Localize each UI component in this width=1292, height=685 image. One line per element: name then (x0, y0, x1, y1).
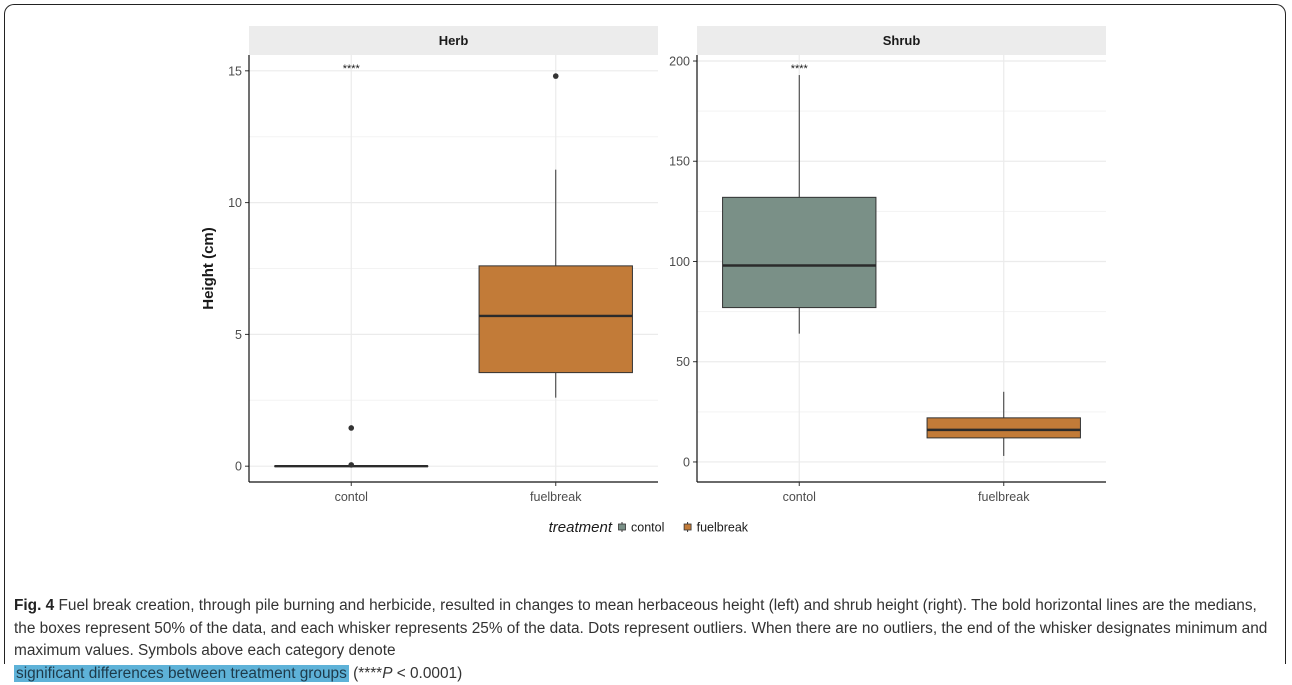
caption-highlight[interactable]: significant differences between treatmen… (14, 665, 349, 682)
herb-xtick-label: fuelbreak (530, 490, 582, 504)
shrub-significance-label: **** (791, 63, 809, 75)
herb-strip-title: Herb (439, 33, 469, 48)
shrub-ytick-label: 100 (669, 255, 690, 269)
herb-xtick-label: contol (335, 490, 368, 504)
shrub-ytick-label: 150 (669, 155, 690, 169)
herb-outlier-point (348, 425, 354, 431)
figure-caption: Fig. 4 Fuel break creation, through pile… (14, 595, 1276, 685)
shrub-box-contol (723, 197, 876, 307)
caption-p-symbol: P (382, 665, 392, 682)
shrub-ytick-label: 50 (676, 355, 690, 369)
shrub-box-fuelbreak (927, 418, 1080, 438)
herb-significance-label: **** (343, 63, 361, 75)
figure-label: Fig. 4 (14, 597, 54, 614)
legend-key-fuelbreak (684, 524, 691, 530)
legend-label-fuelbreak: fuelbreak (697, 521, 749, 535)
shrub-strip-title: Shrub (883, 33, 921, 48)
caption-text: Fuel break creation, through pile burnin… (14, 597, 1267, 659)
legend-label-contol: contol (631, 521, 664, 535)
herb-box-fuelbreak (479, 266, 632, 373)
boxplot-figure: Herb 0 5 10 15 **** contol fuelbreak Height (cm)… (0, 0, 1292, 590)
y-axis-title: Height (cm) (200, 227, 217, 310)
shrub-xtick-label: contol (783, 490, 816, 504)
herb-ytick-label: 0 (235, 460, 242, 474)
herb-outlier-point (553, 73, 559, 79)
caption-tail-close: < 0.0001) (392, 665, 462, 682)
herb-ytick-label: 5 (235, 328, 242, 342)
shrub-ytick-label: 200 (669, 55, 690, 69)
caption-tail-open: (**** (353, 665, 382, 682)
shrub-xtick-label: fuelbreak (978, 490, 1030, 504)
herb-outlier-point (348, 462, 354, 468)
legend-title: treatment (549, 519, 613, 536)
herb-ytick-label: 15 (228, 64, 242, 78)
shrub-ytick-label: 0 (683, 455, 690, 469)
herb-ytick-label: 10 (228, 196, 242, 210)
legend-key-contol (619, 524, 626, 530)
